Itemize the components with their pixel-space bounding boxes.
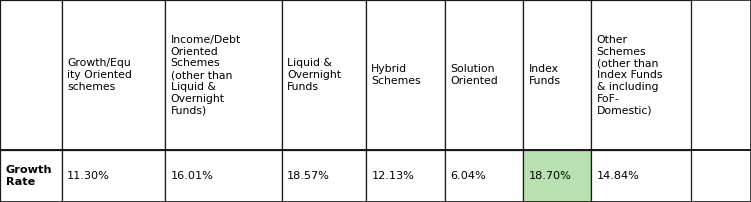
Text: Liquid &
Overnight
Funds: Liquid & Overnight Funds [287,59,341,92]
Bar [282,0,366,150]
Text: 6.04%: 6.04% [450,171,486,181]
Bar [62,150,165,202]
Bar [523,150,591,202]
Bar [591,0,691,150]
Bar [591,150,691,202]
Bar [445,150,523,202]
Bar [0,150,62,202]
Text: Income/Debt
Oriented
Schemes
(other than
Liquid &
Overnight
Funds): Income/Debt Oriented Schemes (other than… [170,35,241,116]
Bar [62,0,165,150]
Bar [366,0,445,150]
Text: 18.57%: 18.57% [287,171,330,181]
Bar [445,0,523,150]
Bar [523,0,591,150]
Text: 11.30%: 11.30% [67,171,110,181]
Text: Growth/Equ
ity Oriented
schemes: Growth/Equ ity Oriented schemes [67,59,132,92]
Text: Solution
Oriented: Solution Oriented [450,64,498,86]
Bar [282,150,366,202]
Bar [165,150,282,202]
Text: Hybrid
Schemes: Hybrid Schemes [371,64,421,86]
Text: 14.84%: 14.84% [596,171,639,181]
Text: Index
Funds: Index Funds [529,64,561,86]
Text: Other
Schemes
(other than
Index Funds
& including
FoF-
Domestic): Other Schemes (other than Index Funds & … [596,35,662,116]
Text: Growth
Rate: Growth Rate [5,165,52,187]
Bar [0,0,62,150]
Text: 16.01%: 16.01% [170,171,213,181]
Bar [366,150,445,202]
Text: 18.70%: 18.70% [529,171,572,181]
Bar [165,0,282,150]
Text: 12.13%: 12.13% [371,171,414,181]
